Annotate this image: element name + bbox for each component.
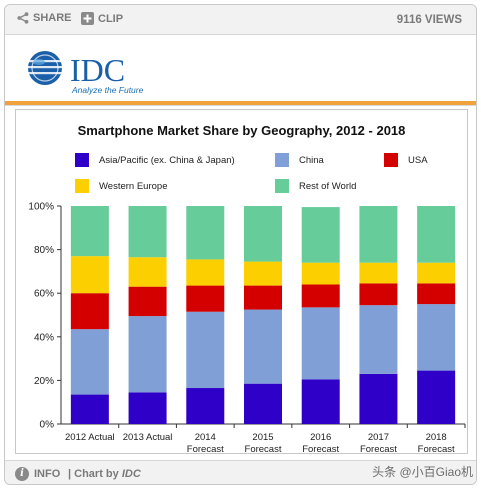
legend-swatch bbox=[384, 153, 398, 167]
logo-area: IDC Analyze the Future bbox=[5, 36, 476, 102]
bar-segment bbox=[244, 261, 282, 286]
y-tick-label: 100% bbox=[28, 202, 54, 213]
info-icon: i bbox=[15, 467, 29, 481]
bar-segment bbox=[359, 373, 398, 424]
accent-divider bbox=[5, 101, 476, 105]
idc-logo: IDC Analyze the Future bbox=[24, 48, 154, 98]
info-label: INFO bbox=[34, 468, 61, 480]
legend-swatch bbox=[75, 179, 89, 193]
top-toolbar: SHARE CLIP 9116 VIEWS bbox=[5, 5, 476, 35]
x-tick-label: Forecast bbox=[245, 444, 282, 453]
bar-segment bbox=[70, 206, 109, 257]
share-icon bbox=[17, 12, 29, 24]
clip-button[interactable]: CLIP bbox=[81, 12, 123, 25]
bar-segment bbox=[417, 283, 456, 305]
bar-segment bbox=[186, 388, 225, 424]
y-tick-label: 20% bbox=[34, 376, 54, 387]
x-tick-label: 2014 bbox=[195, 432, 216, 443]
x-tick-label: 2017 bbox=[368, 432, 389, 443]
bar-segment bbox=[301, 379, 340, 424]
bar-segment bbox=[244, 383, 282, 424]
bar-segment bbox=[186, 311, 225, 389]
bar-segment bbox=[301, 262, 340, 285]
idc-globe-icon: IDC bbox=[26, 51, 125, 88]
x-tick-label: Forecast bbox=[187, 444, 224, 453]
bar-segment bbox=[70, 293, 109, 330]
legend-item-usa: USA bbox=[384, 153, 428, 167]
legend-label: USA bbox=[408, 154, 428, 166]
bar-segment bbox=[70, 256, 109, 294]
x-tick-label: 2015 bbox=[252, 432, 273, 443]
credit-brand: IDC bbox=[121, 468, 141, 480]
plus-icon bbox=[81, 12, 94, 25]
x-tick-label: 2018 bbox=[426, 432, 447, 443]
clip-label: CLIP bbox=[98, 12, 124, 25]
bar-segment bbox=[417, 206, 456, 263]
bar-segment bbox=[359, 206, 398, 263]
bar-segment bbox=[128, 206, 167, 258]
bar-segment bbox=[359, 283, 398, 306]
legend-item-western-europe: Western Europe bbox=[75, 179, 167, 193]
legend-swatch bbox=[75, 153, 89, 167]
share-button[interactable]: SHARE bbox=[17, 12, 72, 24]
bar-segment bbox=[186, 206, 225, 260]
bar-segment bbox=[301, 307, 340, 380]
bar-segment bbox=[70, 329, 109, 395]
info-button[interactable]: i INFO bbox=[15, 467, 60, 481]
legend-swatch bbox=[275, 179, 289, 193]
bar-segment bbox=[186, 259, 225, 286]
idc-wordmark: IDC bbox=[70, 52, 125, 88]
legend-item-rest-of-world: Rest of World bbox=[275, 179, 356, 193]
stacked-bar-plot: 0% 20% 40% 60% 80% 100% 2012 Actual 2013 Actual… bbox=[28, 202, 466, 453]
bar-segment bbox=[417, 304, 456, 371]
bar-segment bbox=[128, 257, 167, 287]
x-tick-label: 2013 Actual bbox=[123, 432, 173, 443]
watermark: 头条 @小百Giao机 bbox=[372, 465, 473, 479]
legend-label: Rest of World bbox=[299, 180, 357, 192]
y-tick-label: 0% bbox=[40, 420, 55, 431]
legend-item-china: China bbox=[275, 153, 324, 167]
x-tick-label: 2012 Actual bbox=[65, 432, 115, 443]
legend-item-asia-pacific: Asia/Pacific (ex. China & Japan) bbox=[75, 153, 235, 167]
bar-segment bbox=[301, 284, 340, 308]
y-tick-label: 40% bbox=[34, 332, 54, 343]
legend-label: China bbox=[299, 154, 324, 166]
bar-segment bbox=[359, 305, 398, 374]
legend-label: Western Europe bbox=[99, 180, 168, 192]
bar-segment bbox=[244, 206, 282, 262]
bar-segment bbox=[244, 285, 282, 310]
bar-segment bbox=[359, 262, 398, 284]
bar-segment bbox=[128, 392, 167, 424]
footer-bar: i INFO | Chart by IDC bbox=[5, 460, 476, 484]
logo-tagline: Analyze the Future bbox=[72, 85, 144, 95]
chart-credit: | Chart by IDC bbox=[68, 468, 141, 480]
y-tick-label: 60% bbox=[34, 289, 54, 300]
x-tick-label: 2016 bbox=[310, 432, 331, 443]
chart-area: Smartphone Market Share by Geography, 20… bbox=[15, 109, 468, 454]
divider-line bbox=[5, 105, 476, 106]
bar-segment bbox=[128, 316, 167, 393]
bar-segment bbox=[301, 207, 340, 263]
bar-segment bbox=[244, 309, 282, 384]
y-tick-label: 80% bbox=[34, 245, 54, 256]
bar-segment bbox=[417, 370, 456, 424]
chart-card: SHARE CLIP 9116 VIEWS IDC Analyze the Fu bbox=[4, 4, 477, 485]
bar-segment bbox=[128, 286, 167, 317]
x-tick-label: Forecast bbox=[302, 444, 339, 453]
view-count: 9116 VIEWS bbox=[396, 14, 462, 26]
chart-title: Smartphone Market Share by Geography, 20… bbox=[77, 123, 406, 138]
x-tick-label: Forecast bbox=[418, 444, 455, 453]
legend-label: Asia/Pacific (ex. China & Japan) bbox=[99, 154, 235, 166]
bar-segment bbox=[70, 394, 109, 424]
share-label: SHARE bbox=[33, 12, 72, 24]
bar-segment bbox=[186, 285, 225, 312]
credit-prefix: | Chart by bbox=[68, 468, 122, 480]
bar-segment bbox=[417, 262, 456, 284]
x-tick-label: Forecast bbox=[360, 444, 397, 453]
legend-swatch bbox=[275, 153, 289, 167]
